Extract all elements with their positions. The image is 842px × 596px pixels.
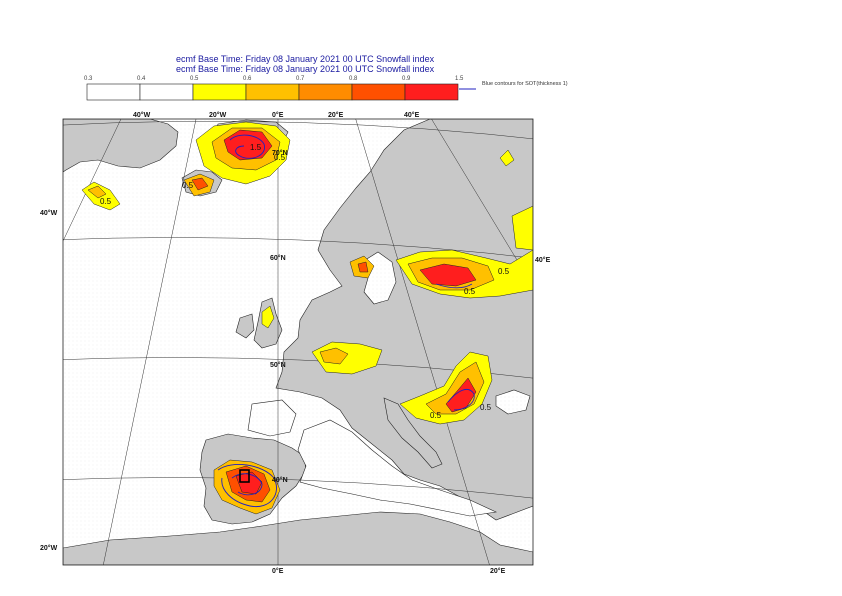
sot-marker-iberia (239, 469, 250, 483)
africa-landmass (63, 511, 533, 565)
coord-label-40w-left: 40°W (40, 209, 58, 217)
coord-label-40e-right: 40°E (535, 256, 551, 264)
legend-tick-label: 0.9 (402, 76, 411, 82)
contour-label-6: 0.5 (430, 411, 442, 420)
snow-area-south-greenland-core (87, 185, 107, 199)
map-title-line-1: ecmf Base Time: Friday 08 January 2021 0… (176, 54, 435, 64)
black-sea (495, 389, 531, 415)
coord-label-20e-bottom: 20°E (490, 567, 506, 575)
legend-tick-label: 0.7 (296, 76, 305, 82)
coord-label-0-bottom: 0°E (272, 567, 284, 575)
europe-landmass (275, 119, 533, 521)
coord-label-40w-top: 40°W (133, 111, 151, 119)
contour-label-7: 1.5 (250, 143, 262, 152)
map-title-line-2: ecmf Base Time: Friday 08 January 2021 0… (176, 64, 435, 74)
contour-label-3: 0.5 (274, 153, 286, 162)
lon-20e-line (355, 119, 490, 565)
coord-label-0-top: 0°E (272, 111, 284, 119)
graticule (63, 119, 533, 565)
legend-swatch (404, 83, 459, 101)
coord-label-20w-top: 20°W (209, 111, 227, 119)
sot-contour-svalbard (229, 134, 265, 159)
legend-tick-label: 0.6 (243, 76, 252, 82)
mediterranean-sea (297, 419, 498, 517)
coord-label-40n: 40°N (272, 476, 288, 484)
snow-area-iceland-core (191, 177, 209, 191)
lon-20w-line (103, 119, 197, 565)
snow-area-russia-east (511, 205, 533, 251)
coord-label-20e-top: 20°E (328, 111, 344, 119)
snow-area-sweden-core (357, 261, 369, 273)
coord-label-20w-left: 20°W (40, 544, 58, 552)
contour-label-2: 0.5 (182, 181, 194, 190)
coord-label-60n: 60°N (270, 254, 286, 262)
sot-contour-russia (435, 283, 473, 289)
sot-contour-iberia-inner (231, 473, 263, 496)
sot-contour-balkans (447, 389, 475, 411)
contour-label-8: 0.5 (480, 403, 492, 412)
legend-tick-labels: 0.3 0.4 0.5 0.6 0.7 0.8 0.9 1.5 (84, 76, 464, 82)
legend-tick-label: 0.8 (349, 76, 358, 82)
lat-40-line (63, 477, 533, 499)
legend-tick-label: 1.5 (455, 76, 464, 82)
contour-label-5: 0.5 (464, 287, 476, 296)
snow-area-balkans-core (445, 377, 477, 413)
legend-tick-label: 0.4 (137, 76, 146, 82)
color-legend: 0.3 0.4 0.5 0.6 0.7 0.8 0.9 1.5 Blue contours f… (84, 76, 568, 101)
coord-label-50n: 50°N (270, 361, 286, 369)
snow-area-germany-core (319, 347, 349, 365)
snow-area-russia-core (419, 263, 477, 287)
ireland-landmass (235, 313, 255, 339)
sot-legend-label: Blue contours for SOT(thickness 1) (482, 81, 568, 87)
lat-60-line (63, 237, 533, 259)
legend-tick-label: 0.5 (190, 76, 199, 82)
coord-label-70n: 70°N (272, 149, 288, 157)
snow-area-russia-northeast (499, 149, 515, 167)
italy-landmass (383, 397, 443, 469)
contour-label-4: 0.5 (498, 267, 510, 276)
lat-70-line (63, 120, 533, 140)
contour-label-1: 0.5 (100, 197, 112, 206)
bay-of-biscay (247, 399, 297, 437)
legend-color-bar (86, 83, 459, 101)
map-frame (62, 118, 534, 566)
lon-40w-line (63, 119, 122, 242)
greenland-landmass (63, 119, 179, 173)
legend-tick-label: 0.3 (84, 76, 93, 82)
lat-50-line (63, 357, 533, 379)
snow-area-scotland (261, 305, 275, 329)
coord-label-40e-top: 40°E (404, 111, 420, 119)
sot-contour-iberia (217, 464, 277, 508)
